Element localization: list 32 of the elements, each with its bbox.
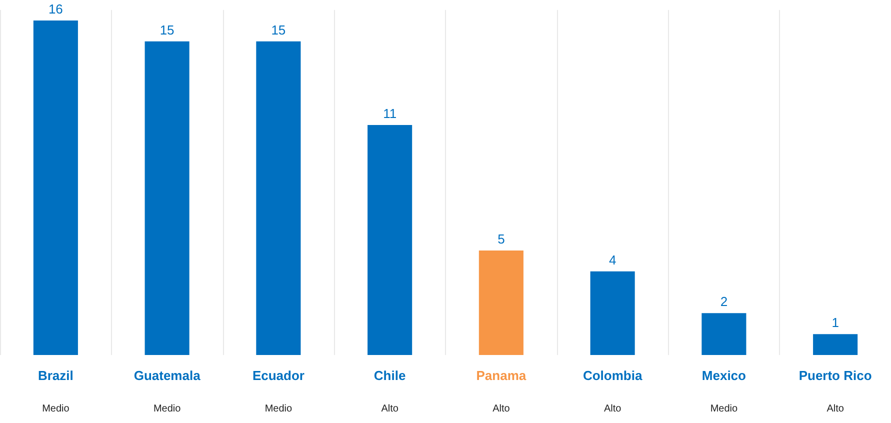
x-tick-label: Puerto Rico bbox=[798, 368, 872, 383]
x-tick-label: Colombia bbox=[582, 368, 643, 383]
bar bbox=[813, 334, 858, 355]
bar bbox=[702, 313, 746, 355]
bar bbox=[478, 250, 524, 355]
x-tick-label: Chile bbox=[374, 368, 406, 383]
data-label: 4 bbox=[608, 252, 616, 268]
bar bbox=[33, 20, 78, 355]
text: Alto bbox=[604, 404, 622, 414]
data-label: 5 bbox=[498, 231, 505, 246]
text: Alto bbox=[381, 404, 399, 414]
x-tick-label: Mexico bbox=[702, 368, 746, 383]
x-tick-label: Brazil bbox=[38, 368, 74, 383]
text: Medio bbox=[153, 404, 182, 414]
text: Alto bbox=[826, 404, 844, 414]
bar bbox=[368, 125, 412, 355]
x-tick-label: Ecuador bbox=[252, 368, 304, 383]
x-tick-label: Guatemala bbox=[134, 368, 202, 383]
bar bbox=[144, 41, 190, 355]
text: Medio bbox=[710, 404, 738, 414]
text: Medio bbox=[42, 404, 70, 414]
data-label: 16 bbox=[48, 1, 63, 16]
bar bbox=[590, 271, 635, 355]
text: Alto bbox=[492, 404, 510, 414]
data-label: 15 bbox=[160, 22, 174, 38]
data-label: 11 bbox=[383, 106, 397, 121]
data-label: 1 bbox=[832, 315, 839, 330]
data-label: 2 bbox=[720, 294, 728, 310]
text: Medio bbox=[264, 404, 292, 414]
x-tick-label: Panama bbox=[476, 368, 527, 383]
bar bbox=[256, 41, 301, 355]
data-label: 15 bbox=[271, 22, 286, 38]
